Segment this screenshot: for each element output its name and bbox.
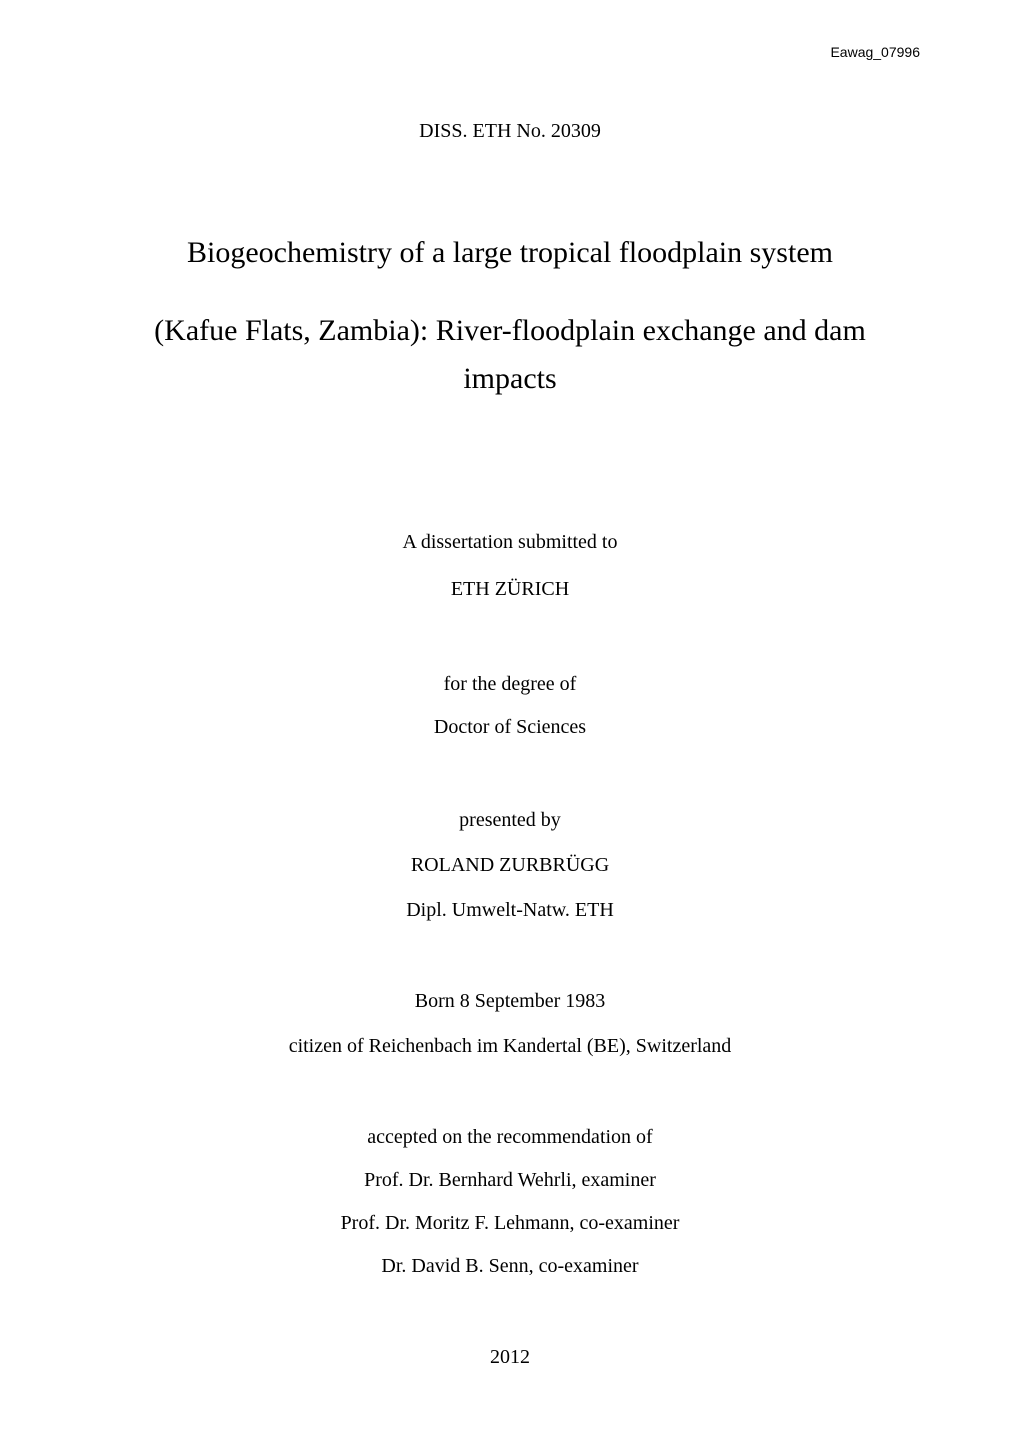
diss-number: DISS. ETH No. 20309 (120, 120, 900, 143)
examiner-1: Prof. Dr. Bernhard Wehrli, examiner (120, 1169, 900, 1192)
institution: ETH ZÜRICH (120, 578, 900, 601)
examiner-3: Dr. David B. Senn, co-examiner (120, 1255, 900, 1278)
citizenship: citizen of Reichenbach im Kandertal (BE)… (120, 1035, 900, 1058)
author-name: ROLAND ZURBRÜGG (120, 854, 900, 877)
title-line-2: (Kafue Flats, Zambia): River-floodplain … (120, 307, 900, 403)
degree-for: for the degree of (120, 673, 900, 696)
degree-name: Doctor of Sciences (120, 716, 900, 739)
accepted-on: accepted on the recommendation of (120, 1126, 900, 1149)
title-block: Biogeochemistry of a large tropical floo… (120, 229, 900, 403)
title-line-1: Biogeochemistry of a large tropical floo… (120, 229, 900, 277)
header-note: Eawag_07996 (830, 44, 920, 60)
author-degree: Dipl. Umwelt-Natw. ETH (120, 899, 900, 922)
birth-date: Born 8 September 1983 (120, 990, 900, 1013)
title-page: Eawag_07996 DISS. ETH No. 20309 Biogeoch… (0, 0, 1020, 1443)
year: 2012 (120, 1346, 900, 1369)
submitted-to: A dissertation submitted to (120, 531, 900, 554)
presented-by: presented by (120, 809, 900, 832)
examiner-2: Prof. Dr. Moritz F. Lehmann, co-examiner (120, 1212, 900, 1235)
